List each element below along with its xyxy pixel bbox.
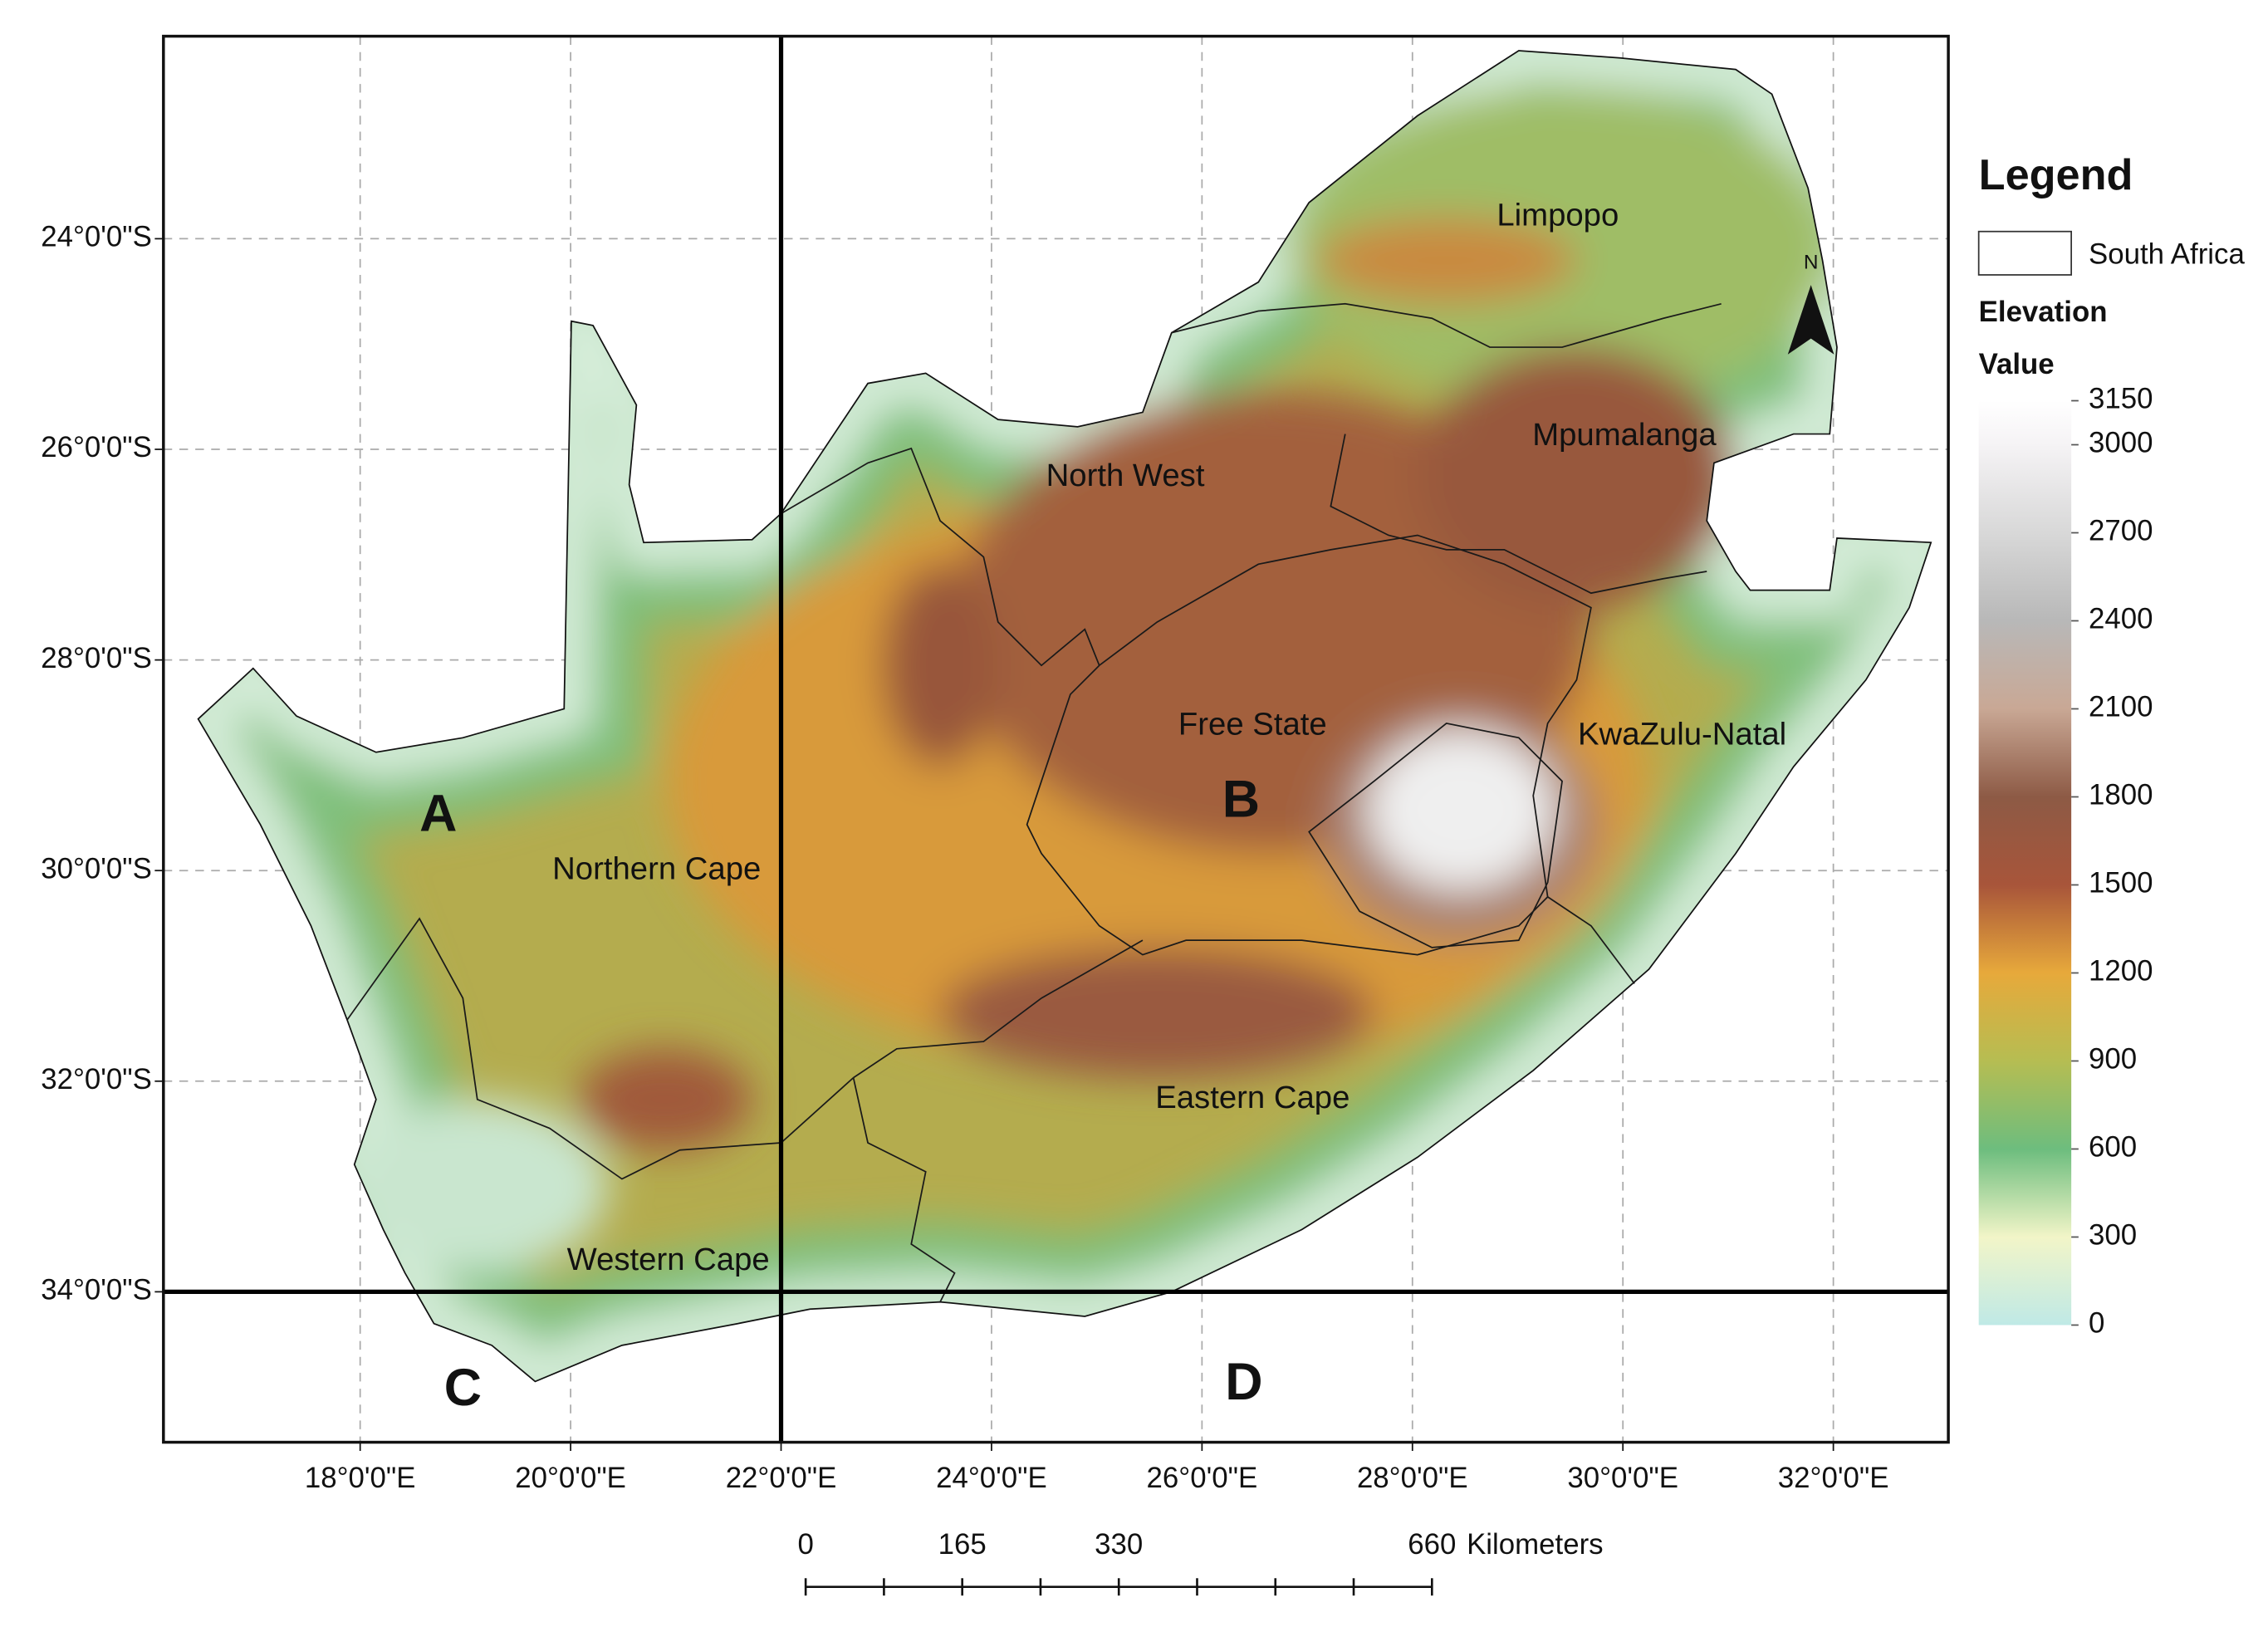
longitude-label: 24°0'0"E (936, 1462, 1047, 1494)
legend-tick-label: 2100 (2089, 691, 2153, 723)
legend-boundary-swatch (1977, 230, 2072, 276)
quadrant-label: C (444, 1359, 482, 1417)
region-label: KwaZulu-Natal (1578, 717, 1786, 752)
province-borders (346, 302, 1722, 1302)
region-label: North West (1046, 458, 1205, 493)
region-label: Eastern Cape (1155, 1080, 1350, 1115)
legend-title: Legend (1979, 151, 2133, 199)
legend-tick-label: 300 (2089, 1219, 2137, 1252)
legend-tick-label: 2700 (2089, 515, 2153, 547)
legend-tick-label: 3150 (2089, 383, 2153, 415)
longitude-label: 20°0'0"E (515, 1462, 626, 1494)
quadrant-label: A (419, 785, 457, 843)
map-frame (162, 34, 1950, 1444)
legend-tick-label: 3000 (2089, 427, 2153, 459)
north-label: N (1804, 251, 1819, 273)
legend-tick-label: 1800 (2089, 779, 2153, 811)
scale-label: 0 (797, 1528, 813, 1561)
region-label: Northern Cape (552, 851, 761, 887)
legend-tick-label: 1200 (2089, 955, 2153, 987)
north-arrow (1787, 285, 1834, 355)
region-label: Western Cape (567, 1242, 770, 1277)
longitude-label: 30°0'0"E (1567, 1462, 1678, 1494)
latitude-label: 26°0'0"S (41, 431, 152, 463)
latitude-label: 34°0'0"S (41, 1274, 152, 1306)
legend-boundary: South Africa (2089, 238, 2245, 271)
longitude-label: 18°0'0"E (305, 1462, 416, 1494)
legend-tick-label: 600 (2089, 1131, 2137, 1164)
legend-ramp (1978, 400, 2072, 1326)
latitude-label: 32°0'0"S (41, 1063, 152, 1095)
region-label: Mpumalanga (1532, 417, 1717, 453)
latitude-label: 30°0'0"S (41, 852, 152, 885)
legend-tick-label: 900 (2089, 1043, 2137, 1076)
longitude-label: 26°0'0"E (1147, 1462, 1258, 1494)
longitude-label: 28°0'0"E (1357, 1462, 1468, 1494)
scale-label: 165 (938, 1528, 987, 1561)
scale-label: 330 (1095, 1528, 1143, 1561)
region-label: Limpopo (1496, 197, 1619, 233)
quadrant-lines (163, 36, 1949, 1443)
legend-subtitle: Value (1979, 348, 2055, 380)
quadrant-label: D (1225, 1353, 1262, 1411)
legend-tick-label: 1500 (2089, 867, 2153, 899)
legend-tick-label: 2400 (2089, 603, 2153, 635)
scale-unit: Kilometers (1467, 1528, 1604, 1561)
latitude-label: 24°0'0"S (41, 221, 152, 253)
quadrant-label: B (1222, 770, 1260, 828)
longitude-label: 22°0'0"E (726, 1462, 837, 1494)
legend-tick-label: 0 (2089, 1307, 2104, 1340)
labels: 18°0'0"E 20°0'0"E 22°0'0"E 24°0'0"E 26°0'0"E… (41, 151, 2245, 1596)
region-label: Free State (1178, 707, 1327, 742)
scale-label: 660 (1408, 1528, 1456, 1561)
legend-field: Elevation (1979, 296, 2108, 328)
longitude-label: 32°0'0"E (1778, 1462, 1889, 1494)
latitude-label: 28°0'0"S (41, 642, 152, 674)
